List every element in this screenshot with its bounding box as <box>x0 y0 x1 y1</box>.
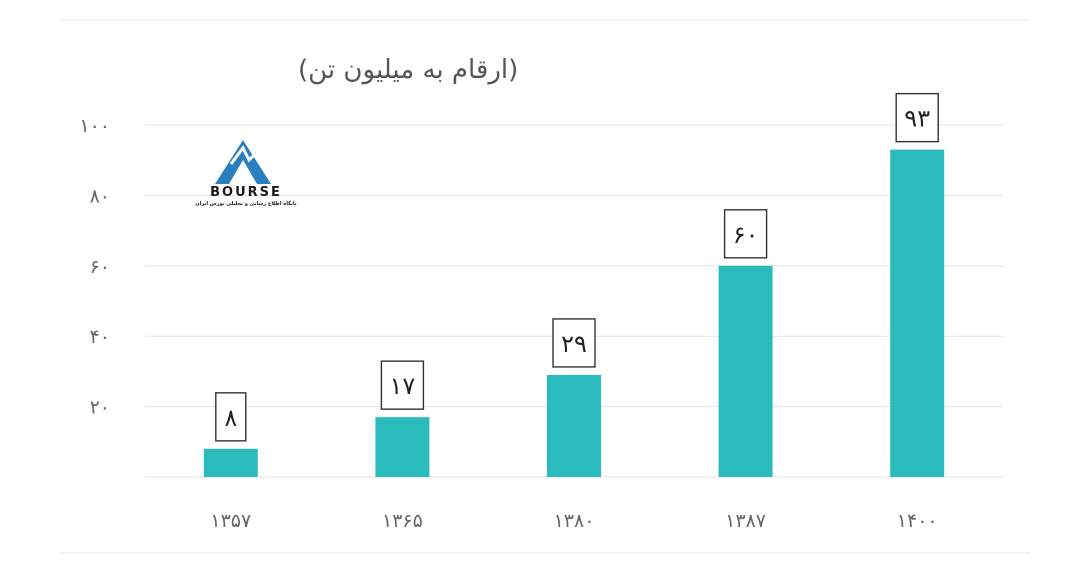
value-label-box <box>552 318 596 368</box>
y-tick-label: ۸۰ <box>90 185 110 207</box>
y-tick-label: ۲۰ <box>90 397 110 419</box>
bar <box>203 448 258 477</box>
y-axis-ticks: ۲۰ ۴۰ ۶۰ ۸۰ ۱۰۰ <box>79 115 110 419</box>
value-label-box <box>215 392 247 442</box>
y-tick-label: ۱۰۰ <box>79 115 110 137</box>
y-tick-label: ۶۰ <box>90 256 110 278</box>
bar <box>547 374 601 477</box>
value-label: ۸ <box>215 392 247 442</box>
value-label-box <box>723 209 768 259</box>
bar <box>890 149 945 477</box>
bourse-logo-stroke-icon <box>229 145 259 165</box>
value-label-text: ۱۷ <box>390 372 416 400</box>
x-tick-label: ۱۳۸۰ <box>554 510 595 532</box>
value-label-text: ۶۰ <box>733 221 759 249</box>
x-tick-label: ۱۴۰۰ <box>897 510 938 532</box>
value-label: ۹۳ <box>895 92 939 143</box>
x-tick-label: ۱۳۵۷ <box>210 510 251 532</box>
bar <box>375 417 430 477</box>
value-label: ۲۹ <box>552 318 596 368</box>
bar <box>718 265 773 477</box>
value-label-box <box>380 360 425 410</box>
x-tick-label: ۱۳۸۷ <box>725 510 766 532</box>
y-tick-label: ۴۰ <box>90 326 110 348</box>
value-label: ۱۷ <box>380 360 425 410</box>
value-labels: ۸ ۱۷ ۲۹ ۶۰ ۹۳ <box>215 92 939 442</box>
value-label: ۶۰ <box>723 209 768 259</box>
chart-unit-title: (ارقام به میلیون تن) <box>298 55 518 85</box>
value-label-box <box>895 92 939 143</box>
x-tick-label: ۱۳۶۵ <box>382 510 423 532</box>
value-label-text: ۲۹ <box>561 330 587 358</box>
bourse-logo: BOURSE پایگاه اطلاع رسانی و تحلیلی بورس … <box>195 140 297 207</box>
bars <box>203 149 945 477</box>
value-label-text: ۸ <box>224 404 237 432</box>
bourse-logo-tagline: پایگاه اطلاع رسانی و تحلیلی بورس ایران <box>195 200 296 207</box>
bourse-logo-mark-inner-icon <box>229 160 257 184</box>
value-label-text: ۹۳ <box>904 105 930 133</box>
bourse-logo-name: BOURSE <box>210 185 282 200</box>
x-axis-ticks: ۱۳۵۷ ۱۳۶۵ ۱۳۸۰ ۱۳۸۷ ۱۴۰۰ <box>210 510 937 532</box>
